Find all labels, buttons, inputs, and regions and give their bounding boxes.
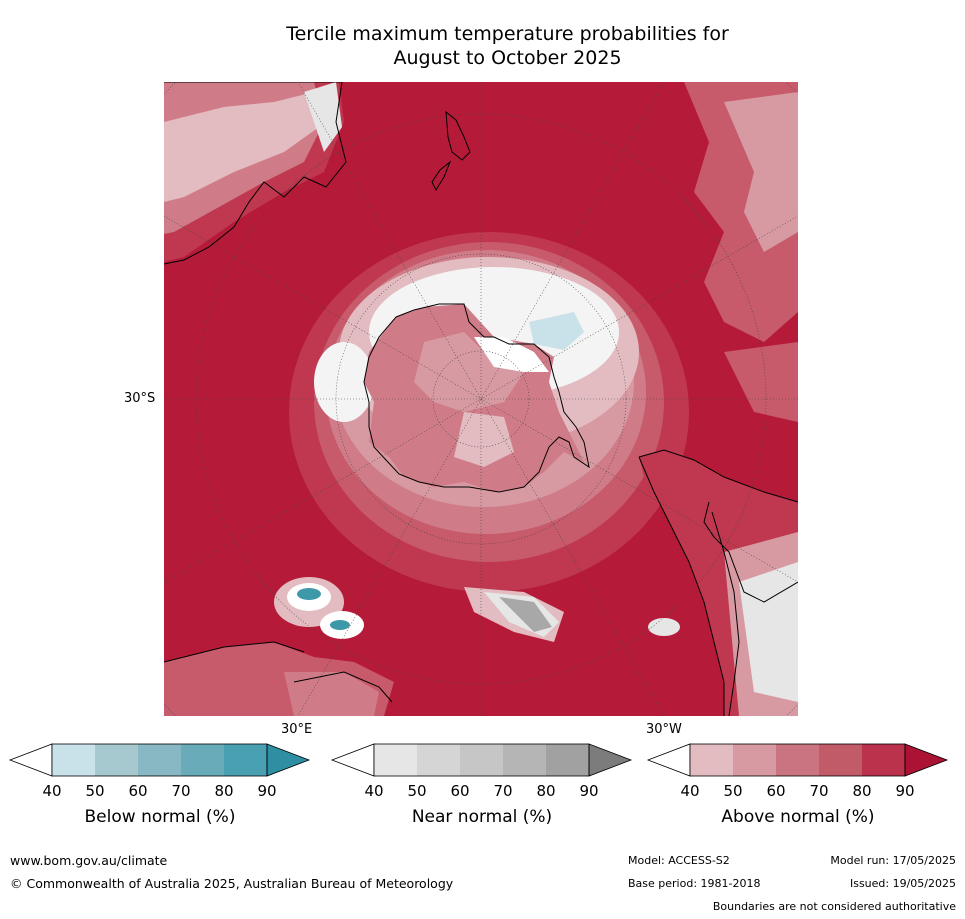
probability-map (164, 82, 798, 716)
title-line-1: Tercile maximum temperature probabilitie… (286, 23, 729, 45)
cb-above-title: Above normal (%) (721, 807, 875, 827)
cb-near-bin-50 (417, 744, 460, 776)
footer-disclaimer: Boundaries are not considered authoritat… (712, 900, 956, 913)
title-line-2: August to October 2025 (393, 47, 622, 69)
footer-model: Model: ACCESS-S2 (628, 854, 730, 867)
cb-above-tick: 80 (852, 782, 872, 800)
footer-base-period: Base period: 1981-2018 (628, 877, 761, 890)
lon-label-30w: 30°W (646, 722, 682, 737)
cb-above-bin-70 (819, 744, 862, 776)
cb-near-tick: 90 (579, 782, 599, 800)
cb-below-tick: 50 (85, 782, 105, 800)
colorbar-below (8, 743, 311, 777)
cb-above-tick: 50 (723, 782, 743, 800)
ring-white-east (314, 342, 374, 422)
colorbar-above (646, 743, 949, 777)
south-america (638, 449, 798, 716)
cb-above-tick: 70 (809, 782, 829, 800)
antarctica-coastline (363, 303, 590, 493)
cb-below-arrow-high (266, 743, 311, 777)
cb-above-arrow-high (904, 743, 949, 777)
cb-near-bin-60 (460, 744, 503, 776)
australia-region (164, 82, 347, 265)
cb-below-tick: 70 (171, 782, 191, 800)
cb-below-bin-50 (95, 744, 138, 776)
cb-near-tick: 60 (450, 782, 470, 800)
east-ocean-patches (684, 82, 798, 422)
cb-near-tick: 80 (536, 782, 556, 800)
map-title: Tercile maximum temperature probabilitie… (200, 22, 815, 70)
cb-above-tick: 90 (895, 782, 915, 800)
cb-below-bin-60 (138, 744, 181, 776)
cb-above-arrow-low (646, 743, 691, 777)
cb-below-tick: 40 (42, 782, 62, 800)
cb-below-bin-80 (224, 744, 267, 776)
cb-above-bin-80 (862, 744, 905, 776)
near-normal-patches (464, 587, 680, 642)
footer-copyright: © Commonwealth of Australia 2025, Austra… (10, 876, 454, 891)
cb-below-arrow-low (8, 743, 53, 777)
footer-model-run: Model run: 17/05/2025 (830, 854, 956, 867)
cb-below-bin-40 (52, 744, 95, 776)
cb-below-tick: 80 (214, 782, 234, 800)
cb-near-tick: 70 (493, 782, 513, 800)
below-normal-patches (274, 577, 364, 639)
colorbar-near (330, 743, 633, 777)
new-zealand (431, 110, 471, 192)
cb-near-tick: 40 (364, 782, 384, 800)
cb-near-arrow-high (588, 743, 633, 777)
africa (164, 641, 394, 716)
cb-near-bin-40 (374, 744, 417, 776)
cb-near-arrow-low (330, 743, 375, 777)
lat-label-30s: 30°S (124, 391, 156, 406)
lon-label-30e: 30°E (281, 722, 313, 737)
cb-below-tick: 90 (257, 782, 277, 800)
graticule (164, 82, 798, 716)
cb-above-bin-40 (690, 744, 733, 776)
cb-near-bin-70 (503, 744, 546, 776)
cb-near-tick: 50 (407, 782, 427, 800)
cb-below-title: Below normal (%) (84, 807, 236, 827)
cb-below-tick: 60 (128, 782, 148, 800)
cb-below-bin-70 (181, 744, 224, 776)
cb-above-tick: 40 (680, 782, 700, 800)
cb-above-bin-50 (733, 744, 776, 776)
cb-above-bin-60 (776, 744, 819, 776)
cb-above-tick: 60 (766, 782, 786, 800)
footer-issued: Issued: 19/05/2025 (849, 877, 956, 890)
footer-website: www.bom.gov.au/climate (10, 853, 168, 868)
cb-near-bin-80 (546, 744, 589, 776)
cb-near-title: Near normal (%) (411, 807, 553, 827)
